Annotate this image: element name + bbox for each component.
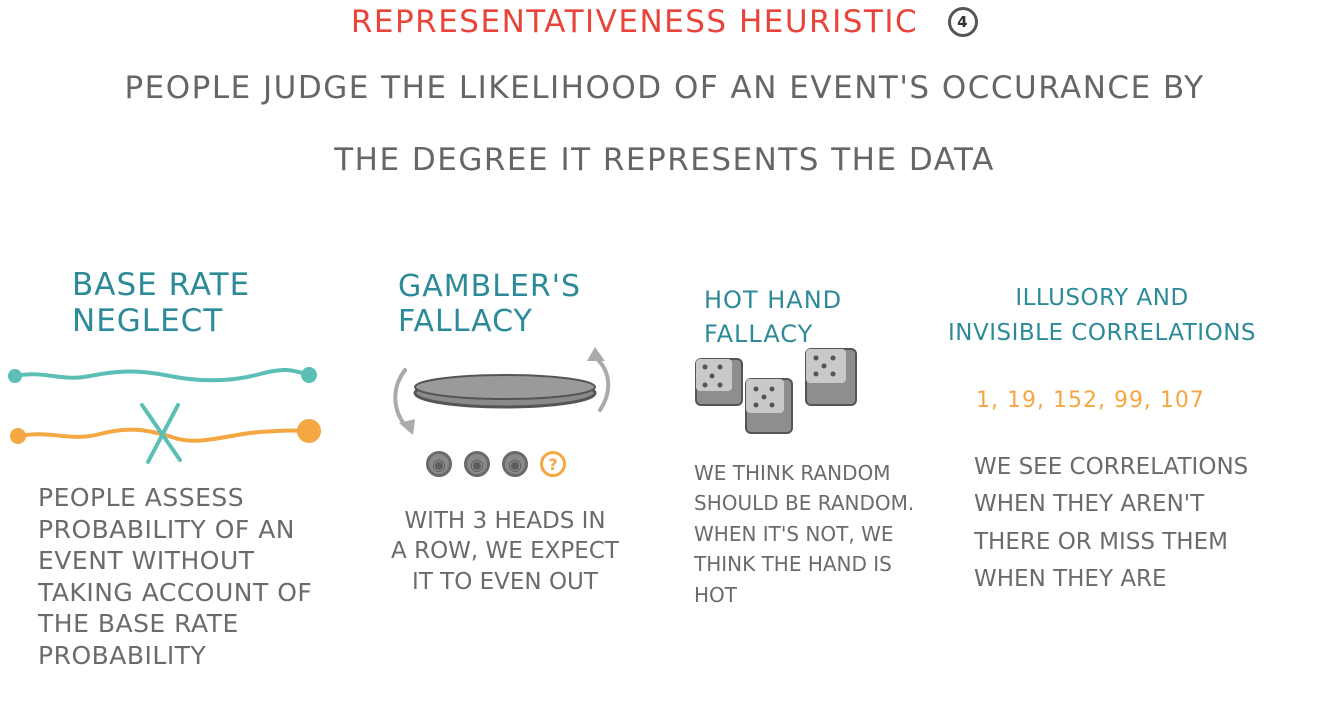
base-rate-lines-illustration bbox=[8, 367, 321, 464]
base-rate-heading-line-1: BASE RATE bbox=[72, 267, 251, 303]
question-coin-icon: ? bbox=[540, 451, 566, 477]
base-rate-body-line: EVENT WITHOUT bbox=[38, 546, 255, 575]
title-text: REPRESENTATIVENESS HEURISTIC bbox=[350, 3, 919, 40]
heads-coin-icon: ◉ bbox=[464, 451, 490, 477]
gamblers-heading: GAMBLER'S FALLACY bbox=[398, 269, 582, 339]
diagram-title: REPRESENTATIVENESS HEURISTIC 4 bbox=[0, 2, 1329, 40]
heads-coin-icon: ◉ bbox=[426, 451, 452, 477]
teal-line-start-dot bbox=[8, 369, 22, 383]
illusory-body-line: WHEN THEY ARE bbox=[974, 566, 1167, 593]
left-arrow-head bbox=[399, 419, 415, 435]
illusory-body-line: WHEN THEY AREN'T bbox=[974, 491, 1205, 518]
right-rotation-arrow bbox=[593, 355, 611, 412]
heads-coin-icon: ◉ bbox=[502, 451, 528, 477]
base-rate-heading: BASE RATE NEGLECT bbox=[72, 267, 251, 339]
base-rate-body-line: THE BASE RATE bbox=[38, 609, 239, 638]
hot-hand-body-line: WE THINK RANDOM bbox=[694, 461, 891, 485]
illusory-body-line: THERE OR MISS THEM bbox=[974, 528, 1228, 555]
illusory-heading-line-2: INVISIBLE CORRELATIONS bbox=[947, 319, 1256, 346]
subtitle-line-2: THE DEGREE IT REPRESENTS THE DATA bbox=[334, 142, 995, 178]
spinning-coin-illustration bbox=[393, 347, 611, 435]
hot-hand-body-line: THINK THE HAND IS bbox=[694, 552, 892, 577]
gamblers-heading-line-2: FALLACY bbox=[398, 303, 533, 339]
die-3-icon bbox=[805, 348, 857, 406]
hot-hand-body-line: SHOULD BE RANDOM. bbox=[694, 491, 915, 516]
illusory-body: WE SEE CORRELATIONS WHEN THEY AREN'T THE… bbox=[974, 449, 1248, 599]
hot-hand-body-line: WHEN IT'S NOT, WE bbox=[694, 521, 894, 546]
hot-hand-heading-line-2: FALLACY bbox=[704, 320, 814, 349]
hot-hand-body-line: HOT bbox=[694, 582, 737, 607]
orange-line-end-dot bbox=[297, 419, 321, 443]
dice-illustration bbox=[695, 348, 857, 434]
gamblers-body-line: WITH 3 HEADS IN bbox=[404, 508, 606, 534]
die-2-icon bbox=[745, 378, 793, 434]
subtitle-line-1: PEOPLE JUDGE THE LIKELIHOOD OF AN EVENT'… bbox=[124, 70, 1205, 106]
illusory-body-line: WE SEE CORRELATIONS bbox=[974, 454, 1249, 480]
illusory-heading: ILLUSORY AND INVISIBLE CORRELATIONS bbox=[912, 281, 1292, 350]
base-rate-body: PEOPLE ASSESS PROBABILITY OF AN EVENT WI… bbox=[38, 482, 312, 671]
gamblers-body-line: A ROW, WE EXPECT bbox=[391, 538, 619, 565]
base-rate-heading-line-2: NEGLECT bbox=[72, 302, 224, 339]
orange-line-start-dot bbox=[10, 428, 26, 444]
hot-hand-heading: HOT HAND FALLACY bbox=[704, 283, 842, 351]
teal-cross-mark-b bbox=[146, 403, 180, 464]
hot-hand-body: WE THINK RANDOM SHOULD BE RANDOM. WHEN I… bbox=[694, 458, 914, 610]
teal-line-end-dot bbox=[301, 367, 317, 383]
teal-wavy-line bbox=[13, 368, 312, 383]
gamblers-body-line: IT TO EVEN OUT bbox=[412, 568, 598, 595]
die-1-icon bbox=[695, 358, 743, 406]
page-number-badge: 4 bbox=[948, 6, 979, 37]
coin-face bbox=[414, 374, 596, 400]
base-rate-body-line: PROBABILITY bbox=[38, 640, 207, 670]
orange-wavy-line bbox=[18, 427, 312, 443]
illusory-heading-line-1: ILLUSORY AND bbox=[1015, 285, 1189, 311]
number-sequence: 1, 19, 152, 99, 107 bbox=[976, 388, 1205, 413]
base-rate-body-line: PEOPLE ASSESS bbox=[38, 483, 245, 512]
hot-hand-heading-line-1: HOT HAND bbox=[704, 286, 843, 314]
gamblers-body: WITH 3 HEADS IN A ROW, WE EXPECT IT TO E… bbox=[360, 506, 650, 597]
coin-sequence: ◉ ◉ ◉? bbox=[426, 451, 578, 477]
gamblers-heading-line-1: GAMBLER'S bbox=[398, 269, 582, 304]
right-arrow-head bbox=[587, 347, 605, 361]
teal-cross-mark-a bbox=[140, 403, 182, 462]
base-rate-body-line: PROBABILITY OF AN bbox=[38, 514, 295, 544]
base-rate-body-line: TAKING ACCOUNT OF bbox=[38, 577, 313, 607]
